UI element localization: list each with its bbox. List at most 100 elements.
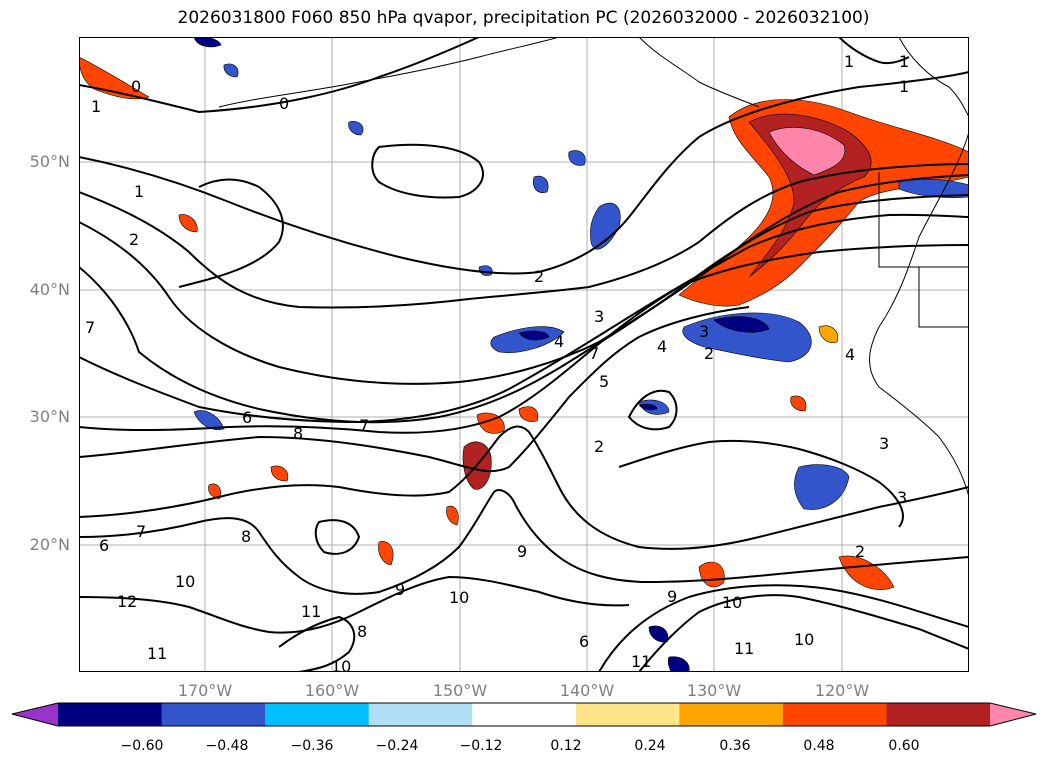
contour-label: 4 [657,337,667,356]
contour-label: 8 [357,622,367,641]
contour-label: 6 [99,536,109,555]
precip-negative-patches [193,37,969,672]
contour-label: 11 [631,652,651,671]
precip-patch [193,37,222,48]
precip-patch [590,202,621,250]
contour-label: 6 [579,632,589,651]
coastlines [218,37,969,498]
contour-label: 7 [359,416,369,435]
colorbar-tick-label: 0.24 [634,738,666,754]
contour-label: 1 [899,77,909,96]
lon-label-160w: 160°W [304,681,360,700]
precip-patch [378,541,394,566]
contour-label: 10 [331,657,351,672]
contour-label: 12 [117,592,137,611]
precip-patch [270,465,289,482]
contour-label: 1 [899,52,909,71]
contour-label: 2 [704,344,714,363]
lon-label-130w: 130°W [686,681,742,700]
contour-label: 8 [293,424,303,443]
contour-label: 11 [147,644,167,663]
colorbar-tick-label: 0.36 [719,738,751,754]
precip-patch [667,656,690,672]
contour-label: 2 [534,267,544,286]
contour-label: 4 [554,332,564,351]
contour-label: 8 [241,527,251,546]
colorbar-segment [990,703,1036,726]
contour-label: 10 [722,593,742,612]
colorbar-tick-label: 0.12 [550,738,582,754]
map-title: 2026031800 F060 850 hPa qvapor, precipit… [177,8,870,28]
colorbar-segment [12,703,58,726]
colorbar-segment [886,703,991,726]
precip-patch [790,395,807,412]
colorbar-segment [58,703,163,726]
colorbar-tick-label: −0.24 [375,738,419,754]
contour-label: 7 [136,522,146,541]
contour-label: 9 [517,542,527,561]
precip-patch [223,63,239,78]
colorbar-tick-label: −0.12 [459,738,503,754]
contour-label: 10 [449,588,469,607]
colorbar-segment [368,703,473,726]
precip-patch [713,316,770,333]
contour-label: 0 [131,77,141,96]
contour-label: 9 [667,587,677,606]
precip-patch [518,330,550,341]
contour-label: 6 [242,408,252,427]
lon-label-170w: 170°W [177,681,233,700]
lat-label-20n: 20°N [29,535,70,554]
precip-patch [818,325,839,343]
colorbar-tick-label: −0.48 [205,738,249,754]
contour-label: 3 [879,434,889,453]
lat-label-50n: 50°N [29,152,70,171]
precip-patch [838,555,895,590]
precip-patch [193,410,225,430]
precip-patch [532,175,549,193]
colorbar-tick-label: 0.48 [803,738,835,754]
precip-patch [638,403,658,411]
contour-label: 2 [129,230,139,249]
contour-label: 1 [134,182,144,201]
precip-patch [794,464,850,510]
contour-label: 10 [794,630,814,649]
colorbar-segment [265,703,370,726]
contour-label: 3 [699,322,709,341]
contour-label: 2 [855,542,865,561]
colorbar [11,702,1037,727]
colorbar-tick-label: −0.60 [120,738,164,754]
qvapor-contours [79,37,969,672]
precip-patch [518,406,539,422]
contour-label: 4 [845,345,855,364]
precip-patch [348,121,364,136]
contour-label: 10 [175,572,195,591]
precip-patch [178,214,198,233]
contour-label: 7 [85,318,95,337]
map-panel: 0 1 0 1 1 1 1 2 2 3 4 7 5 4 3 2 4 6 8 7 … [79,37,969,672]
lat-label-30n: 30°N [29,407,70,426]
colorbar-segment [782,703,887,726]
precip-patch [678,99,969,307]
contour-label: 1 [91,97,101,116]
colorbar-segment [472,703,577,726]
precip-patch [682,312,812,363]
colorbar-segment [679,703,784,726]
contour-label: 11 [301,602,321,621]
contour-label: 3 [594,307,604,326]
colorbar-tick-label: −0.36 [290,738,334,754]
precip-patch [648,625,669,643]
contour-label: 0 [279,94,289,113]
contour-label: 2 [594,437,604,456]
contour-label: 11 [734,639,754,658]
colorbar-tick-label: 0.60 [888,738,920,754]
precip-patch [446,505,459,526]
lon-label-140w: 140°W [559,681,615,700]
lon-label-150w: 150°W [432,681,488,700]
contour-label: 9 [395,580,405,599]
contour-label: 1 [844,52,854,71]
precip-patch [208,483,221,500]
colorbar-segment [575,703,680,726]
colorbar-segment [161,703,266,726]
precip-patch [568,150,586,166]
lon-label-120w: 120°W [814,681,870,700]
